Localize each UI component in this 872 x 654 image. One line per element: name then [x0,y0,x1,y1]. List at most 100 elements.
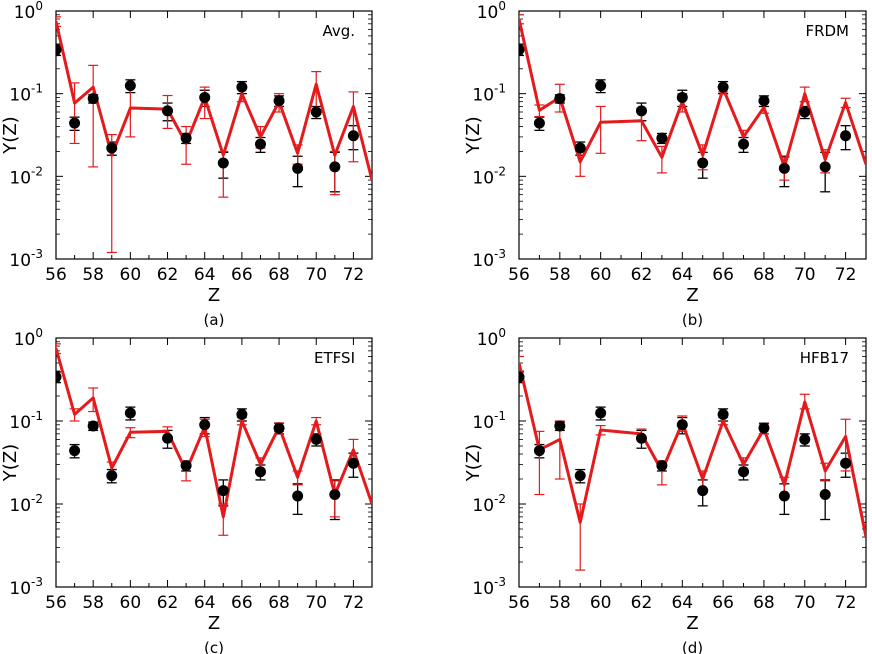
x-tick-label: 64 [194,593,216,613]
y-tick-exponent: 0 [498,326,506,340]
y-tick-label: 100 [477,0,506,23]
x-tick-label: 56 [45,593,67,613]
exp-data-point [236,408,248,420]
exp-data-point [819,161,831,173]
y-tick-label: 100 [14,326,43,350]
y-tick-exponent: -2 [31,492,43,506]
data-layer [519,355,866,571]
chart-panel-c: 56 58 60 62 64 66 68 70 7210-310-210-1100ETFSIZY… [0,326,373,654]
exp-data-point [162,432,174,444]
x-tick-label: 66 [231,593,253,613]
x-tick-label: 62 [631,593,653,613]
x-axis-label: Z [208,285,220,306]
x-tick-label: 68 [268,265,290,285]
y-tick-base: 10 [472,251,494,271]
exp-data-point [840,130,852,142]
x-tick-label: 64 [671,593,693,613]
x-tick-label: 60 [120,593,142,613]
data-layer [56,16,372,254]
y-tick-label: 100 [477,326,506,350]
exp-data-point [347,130,359,142]
exp-data-point [717,408,729,420]
exp-data-point [217,157,229,169]
x-tick-label: 66 [712,265,734,285]
exp-data-point [635,105,647,117]
y-tick-exponent: 0 [35,326,43,340]
x-tick-label: 62 [631,265,653,285]
x-tick-label: 70 [794,593,816,613]
exp-data-point [69,445,81,457]
y-tick-label: 100 [14,0,43,23]
model-name-label: Avg. [322,22,355,40]
data-layer [519,14,866,193]
exp-data-point [697,157,709,169]
exp-data-point [329,161,341,173]
x-tick-label: 62 [157,593,179,613]
y-tick-label: 10-2 [9,492,43,516]
y-tick-exponent: -1 [31,409,43,423]
x-tick-label: 62 [157,265,179,285]
y-axis-label: Y(Z) [463,444,484,482]
exp-data-point [273,95,285,107]
exp-data-point [595,407,607,419]
y-tick-label: 10-1 [472,82,506,106]
exp-data-point [656,132,668,144]
panel-label: (c) [204,639,224,654]
model-line [519,362,866,538]
y-axis-label: Y(Z) [0,116,21,154]
exp-data-point [717,81,729,93]
model-name-label: ETFSI [314,349,355,367]
y-tick-base: 10 [472,496,494,516]
exp-data-point [87,93,99,105]
exp-data-point [635,432,647,444]
exp-data-point [199,419,211,431]
y-tick-base: 10 [477,330,499,350]
exp-data-point [778,162,790,174]
exp-data-point [310,433,322,445]
exp-data-point [738,466,750,478]
x-tick-label: 64 [671,265,693,285]
exp-data-point [292,490,304,502]
y-tick-label: 10-2 [472,492,506,516]
exp-data-point [236,81,248,93]
x-tick-label: 68 [268,593,290,613]
exp-data-point [56,44,62,56]
exp-data-point [799,106,811,118]
exp-data-point [799,433,811,445]
x-tick-label: 66 [712,593,734,613]
exp-data-point [676,91,688,103]
exp-data-point [656,460,668,472]
exp-data-point [574,470,586,482]
exp-data-point [778,490,790,502]
model-name-label: FRDM [805,22,849,40]
chart-panel-a: 56 58 60 62 64 66 68 70 7210-310-210-1100Avg.ZY(… [0,0,373,329]
y-tick-exponent: -2 [494,492,506,506]
y-tick-exponent: -3 [494,575,506,589]
x-tick-label: 60 [120,265,142,285]
exp-data-point [738,138,750,150]
x-tick-label: 58 [82,265,104,285]
y-tick-base: 10 [9,168,31,188]
exp-data-point [533,445,545,457]
y-tick-label: 10-3 [9,575,43,599]
exp-data-point [519,44,525,56]
exp-data-point [595,80,607,92]
y-tick-exponent: -3 [31,575,43,589]
exp-data-point [124,80,136,92]
model-line [519,18,866,169]
y-tick-exponent: -2 [31,164,43,178]
model-line [56,20,372,181]
y-tick-label: 10-2 [472,164,506,188]
plot-frame [518,10,867,260]
panel-label: (d) [682,639,703,654]
x-tick-label: 72 [343,265,365,285]
exp-data-point [180,460,192,472]
x-tick-label: 56 [508,593,530,613]
y-tick-base: 10 [472,579,494,599]
y-tick-base: 10 [472,413,494,433]
y-tick-exponent: -1 [494,409,506,423]
y-tick-base: 10 [477,3,499,23]
y-tick-label: 10-1 [9,409,43,433]
exp-data-point [347,457,359,469]
